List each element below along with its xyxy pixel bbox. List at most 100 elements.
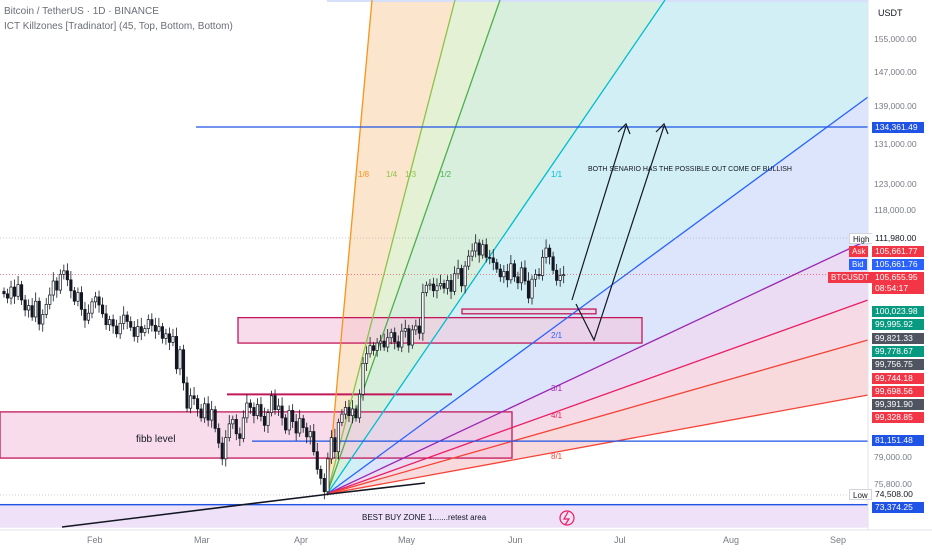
candle-body: [488, 256, 492, 259]
candle-body: [227, 423, 231, 438]
fan-label: 1/2: [440, 170, 452, 179]
chart-text: BOTH SENARIO HAS THE POSSIBLE OUT COME O…: [136, 166, 792, 526]
candle-body: [192, 395, 196, 400]
candle-body: [424, 284, 428, 293]
candle-body: [277, 405, 281, 411]
candle-body: [379, 340, 383, 344]
candle-body: [101, 304, 105, 315]
fan-label: 4/1: [551, 411, 563, 420]
best-buy-zone: [0, 503, 868, 528]
x-tick-label: Mar: [194, 535, 210, 545]
candle-countdown: 08:54:17: [872, 283, 924, 294]
fan-line: [326, 0, 666, 495]
candle-body: [213, 409, 217, 429]
last-price: 105,655.95: [872, 272, 924, 283]
candle-body: [544, 247, 548, 258]
candle-body: [2, 290, 6, 295]
indicator-title: ICT Killzones [Tradinator] (45, Top, Bot…: [4, 21, 233, 32]
candle-body: [453, 273, 457, 292]
candle-body: [407, 328, 411, 346]
fan-line: [326, 339, 869, 495]
candle-body: [280, 405, 284, 419]
candle-body: [498, 268, 502, 278]
candle-body: [157, 326, 161, 332]
candle-body: [474, 242, 478, 252]
candle-body: [139, 326, 143, 333]
candle-body: [44, 303, 48, 315]
candle-body: [467, 255, 471, 267]
fan-label: 1/1: [551, 170, 563, 179]
candle-body: [530, 278, 534, 299]
candle-body: [445, 280, 450, 289]
candle-body: [76, 292, 80, 302]
lightning-icon: [559, 510, 575, 526]
candle-body: [97, 296, 101, 306]
y-tick-label: 123,000.00: [874, 179, 917, 189]
candle-body: [238, 433, 242, 439]
candle-body: [143, 328, 147, 333]
candle-body: [558, 275, 562, 281]
candle-body: [350, 408, 355, 416]
candle-body: [48, 294, 52, 305]
level-badge-7: 99,698.56: [872, 386, 924, 397]
candle-body: [55, 280, 59, 291]
candle-body: [58, 274, 62, 291]
candle-body: [234, 419, 238, 435]
candle-body: [259, 404, 263, 417]
candle-body: [505, 271, 509, 281]
candle-body: [108, 319, 112, 326]
low-label: Low: [849, 489, 872, 500]
candle-body: [122, 314, 126, 324]
fan-label: 1/3: [405, 170, 417, 179]
fan-label: 3/1: [551, 384, 563, 393]
retest-zone: [461, 308, 597, 315]
candle-body: [537, 274, 541, 276]
currency-label[interactable]: USDT: [878, 8, 903, 18]
fan-band: [327, 0, 868, 494]
symbol-badge: BTCUSDT: [828, 272, 872, 283]
candle-body: [164, 333, 168, 339]
lightning-bolt: [562, 511, 571, 526]
level-badge-8: 99,391.90: [872, 399, 924, 410]
candle-body: [291, 410, 295, 422]
candle-body: [526, 280, 531, 299]
fan-top: [327, 0, 868, 2]
candle-body: [460, 268, 464, 287]
scenario-arrow-2-head: [655, 122, 669, 135]
candle-body: [27, 305, 31, 311]
candle-body: [178, 349, 182, 370]
candle-body: [181, 349, 186, 384]
y-tick-label: 79,000.00: [874, 452, 912, 462]
candle-body: [174, 336, 179, 370]
candle-body: [368, 345, 372, 355]
candle-body: [396, 341, 400, 348]
candle-body: [199, 408, 203, 419]
candle-body: [555, 269, 559, 281]
candle-body: [220, 442, 224, 460]
candle-body: [382, 340, 386, 348]
x-tick-label: Sep: [830, 535, 846, 545]
candle-body: [284, 417, 288, 431]
candle-body: [224, 437, 228, 460]
candle-body: [400, 330, 404, 348]
fan-line: [326, 239, 869, 495]
level-badge-4: 99,778.67: [872, 346, 924, 357]
candle-body: [562, 274, 566, 277]
candle-body: [171, 336, 175, 343]
candle-body: [23, 299, 27, 311]
candle-body: [146, 319, 150, 329]
fibb-level-zone: [0, 411, 513, 459]
level-badge-1: 100,023.98: [872, 306, 924, 317]
candle-body: [428, 283, 432, 286]
fan-label: 2/1: [551, 331, 563, 340]
candle-body: [449, 280, 453, 292]
bid-value: 105,661.76: [872, 259, 924, 270]
candle-body: [5, 293, 10, 299]
scenario-arrow-1: [571, 125, 627, 301]
candle-body: [241, 417, 245, 439]
candle-body: [386, 337, 390, 348]
candle-body: [115, 325, 119, 335]
x-tick-label: Jun: [508, 535, 523, 545]
